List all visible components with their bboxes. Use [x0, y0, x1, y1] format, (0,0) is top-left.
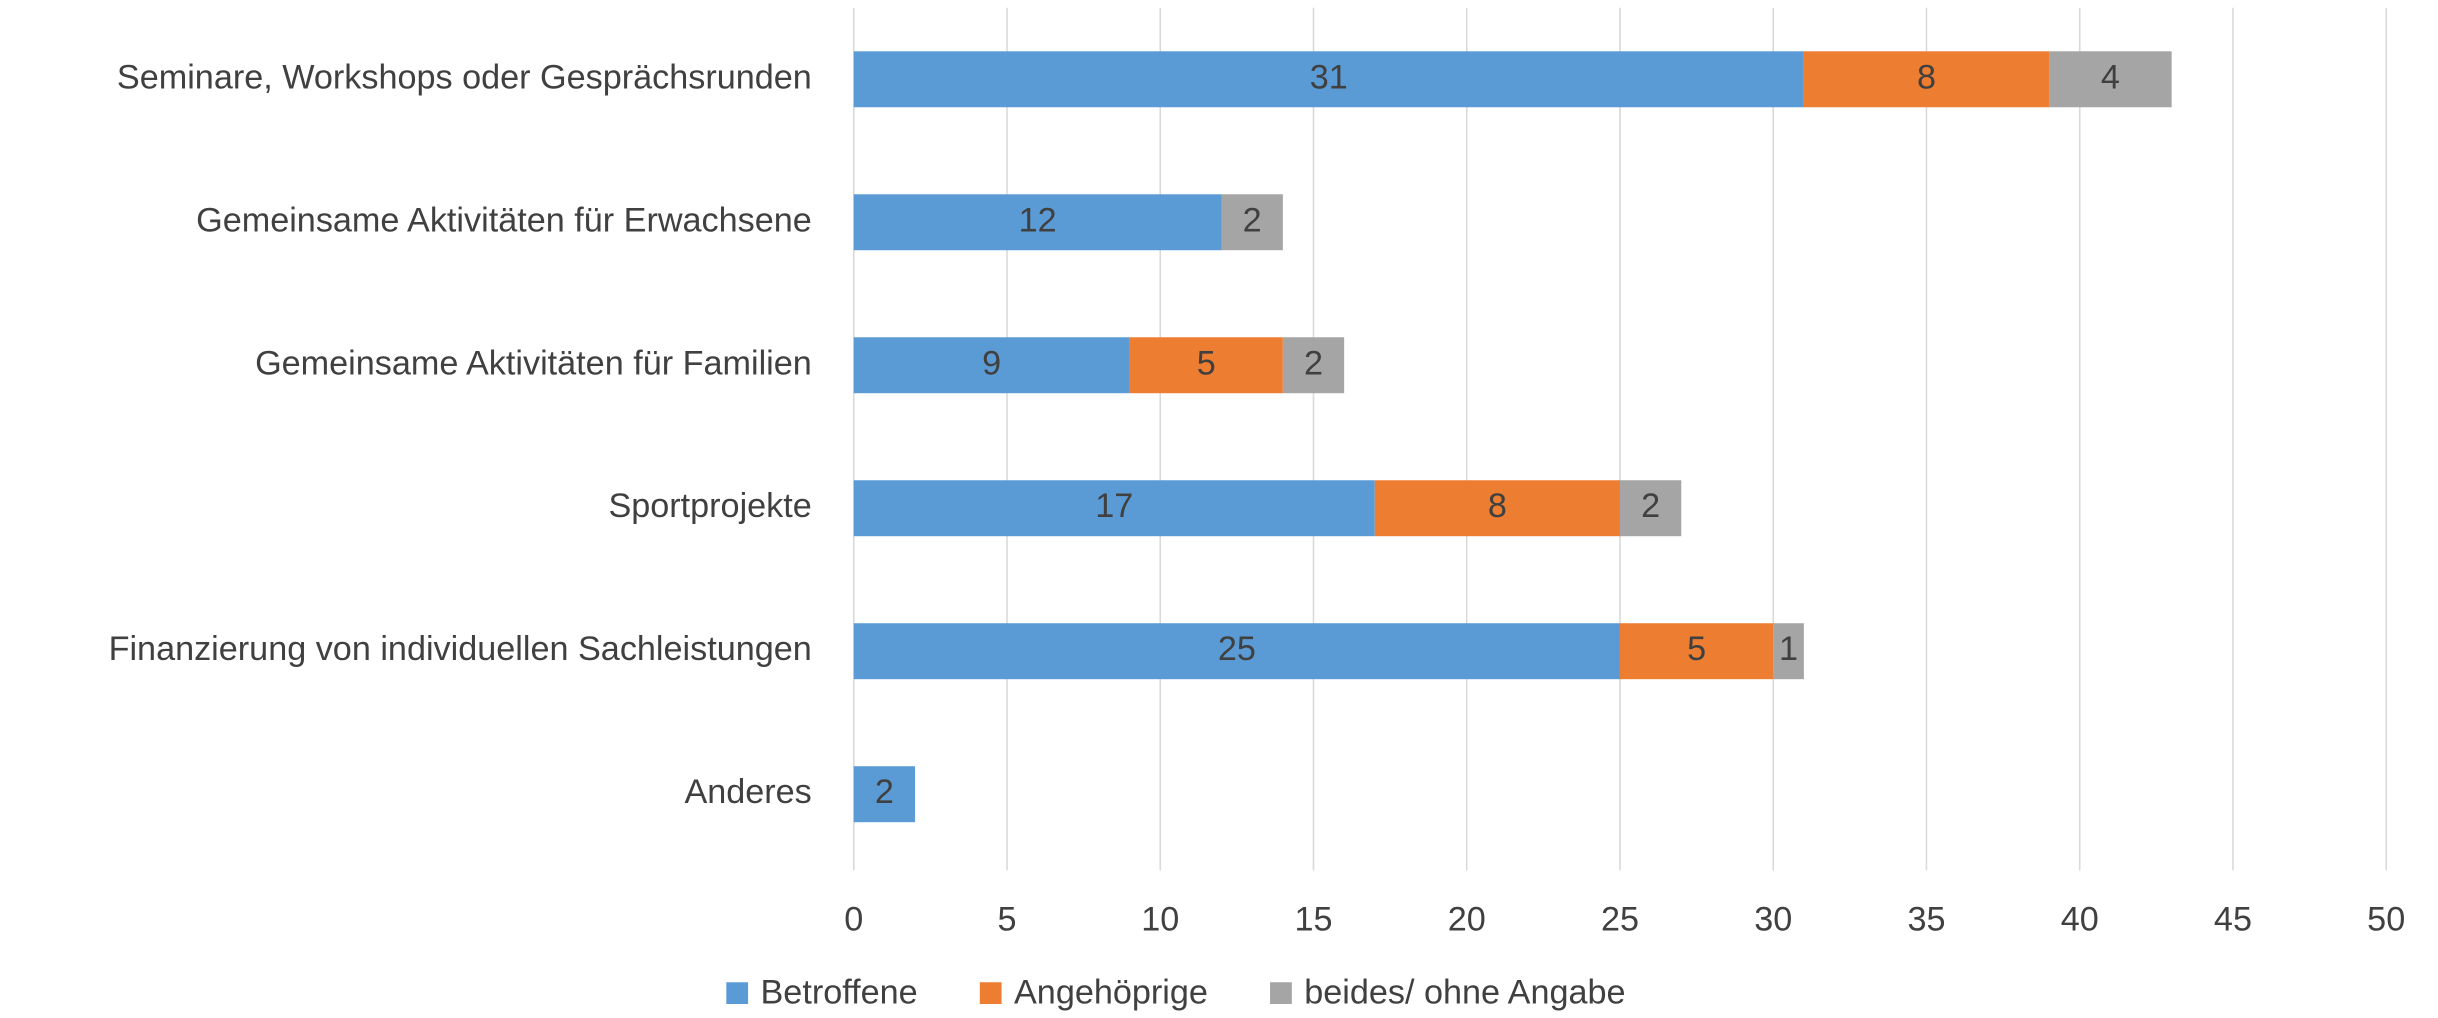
- bar-segment: [1773, 623, 1804, 680]
- bar-segment: [2049, 51, 2172, 108]
- data-label: 12: [1019, 201, 1057, 239]
- bar-segment: [853, 623, 1620, 680]
- data-label: 2: [1641, 487, 1660, 525]
- x-tick-label: 20: [1448, 901, 1486, 939]
- x-tick-label: 50: [2367, 901, 2405, 939]
- y-tick-label: Gemeinsame Aktivitäten für Erwachsene: [196, 201, 812, 239]
- y-tick-label: Finanzierung von individuellen Sachleist…: [109, 630, 812, 668]
- data-label: 4: [2101, 58, 2120, 96]
- bar-segment: [1374, 480, 1620, 537]
- bar-segment: [853, 337, 1130, 394]
- data-label: 8: [1488, 487, 1507, 525]
- x-tick-label: 35: [1907, 901, 1945, 939]
- bar-segment: [853, 51, 1804, 108]
- x-tick-label: 10: [1141, 901, 1179, 939]
- bar-segment: [1221, 194, 1283, 251]
- x-tick-label: 40: [2061, 901, 2099, 939]
- x-tick-label: 5: [997, 901, 1016, 939]
- data-label: 5: [1197, 344, 1216, 382]
- bar-segment: [1619, 480, 1682, 537]
- data-label: 9: [982, 344, 1001, 382]
- y-tick-label: Gemeinsame Aktivitäten für Familien: [255, 344, 812, 382]
- bar-segment: [1129, 337, 1283, 394]
- data-label: 31: [1310, 58, 1348, 96]
- x-tick-label: 30: [1754, 901, 1792, 939]
- data-label: 5: [1687, 630, 1706, 668]
- bar-segment: [1282, 337, 1345, 394]
- bar-segment: [853, 766, 916, 823]
- x-tick-label: 15: [1294, 901, 1332, 939]
- data-label: 2: [1243, 201, 1262, 239]
- legend-label: beides/ ohne Angabe: [1304, 974, 1625, 1012]
- legend-swatch: [1270, 982, 1292, 1005]
- bar-segment: [853, 480, 1375, 537]
- data-label: 1: [1779, 630, 1798, 668]
- bar-segment: [853, 194, 1222, 251]
- bar-segment: [1619, 623, 1774, 680]
- x-tick-label: 25: [1601, 901, 1639, 939]
- data-label: 2: [875, 773, 894, 811]
- legend-swatch: [726, 982, 749, 1005]
- bar-segment: [1803, 51, 2050, 108]
- data-label: 25: [1218, 630, 1256, 668]
- legend-label: Angehöprige: [1014, 974, 1208, 1012]
- data-label: 8: [1917, 58, 1936, 96]
- y-tick-label: Sportprojekte: [608, 487, 811, 525]
- y-tick-label: Seminare, Workshops oder Gesprächsrunden: [117, 58, 812, 96]
- data-label: 2: [1304, 344, 1323, 382]
- x-tick-label: 0: [844, 901, 863, 939]
- legend-swatch: [979, 982, 1002, 1005]
- data-label: 17: [1095, 487, 1133, 525]
- y-tick-label: Anderes: [684, 773, 811, 811]
- legend-label: Betroffene: [761, 974, 918, 1012]
- x-tick-label: 45: [2214, 901, 2252, 939]
